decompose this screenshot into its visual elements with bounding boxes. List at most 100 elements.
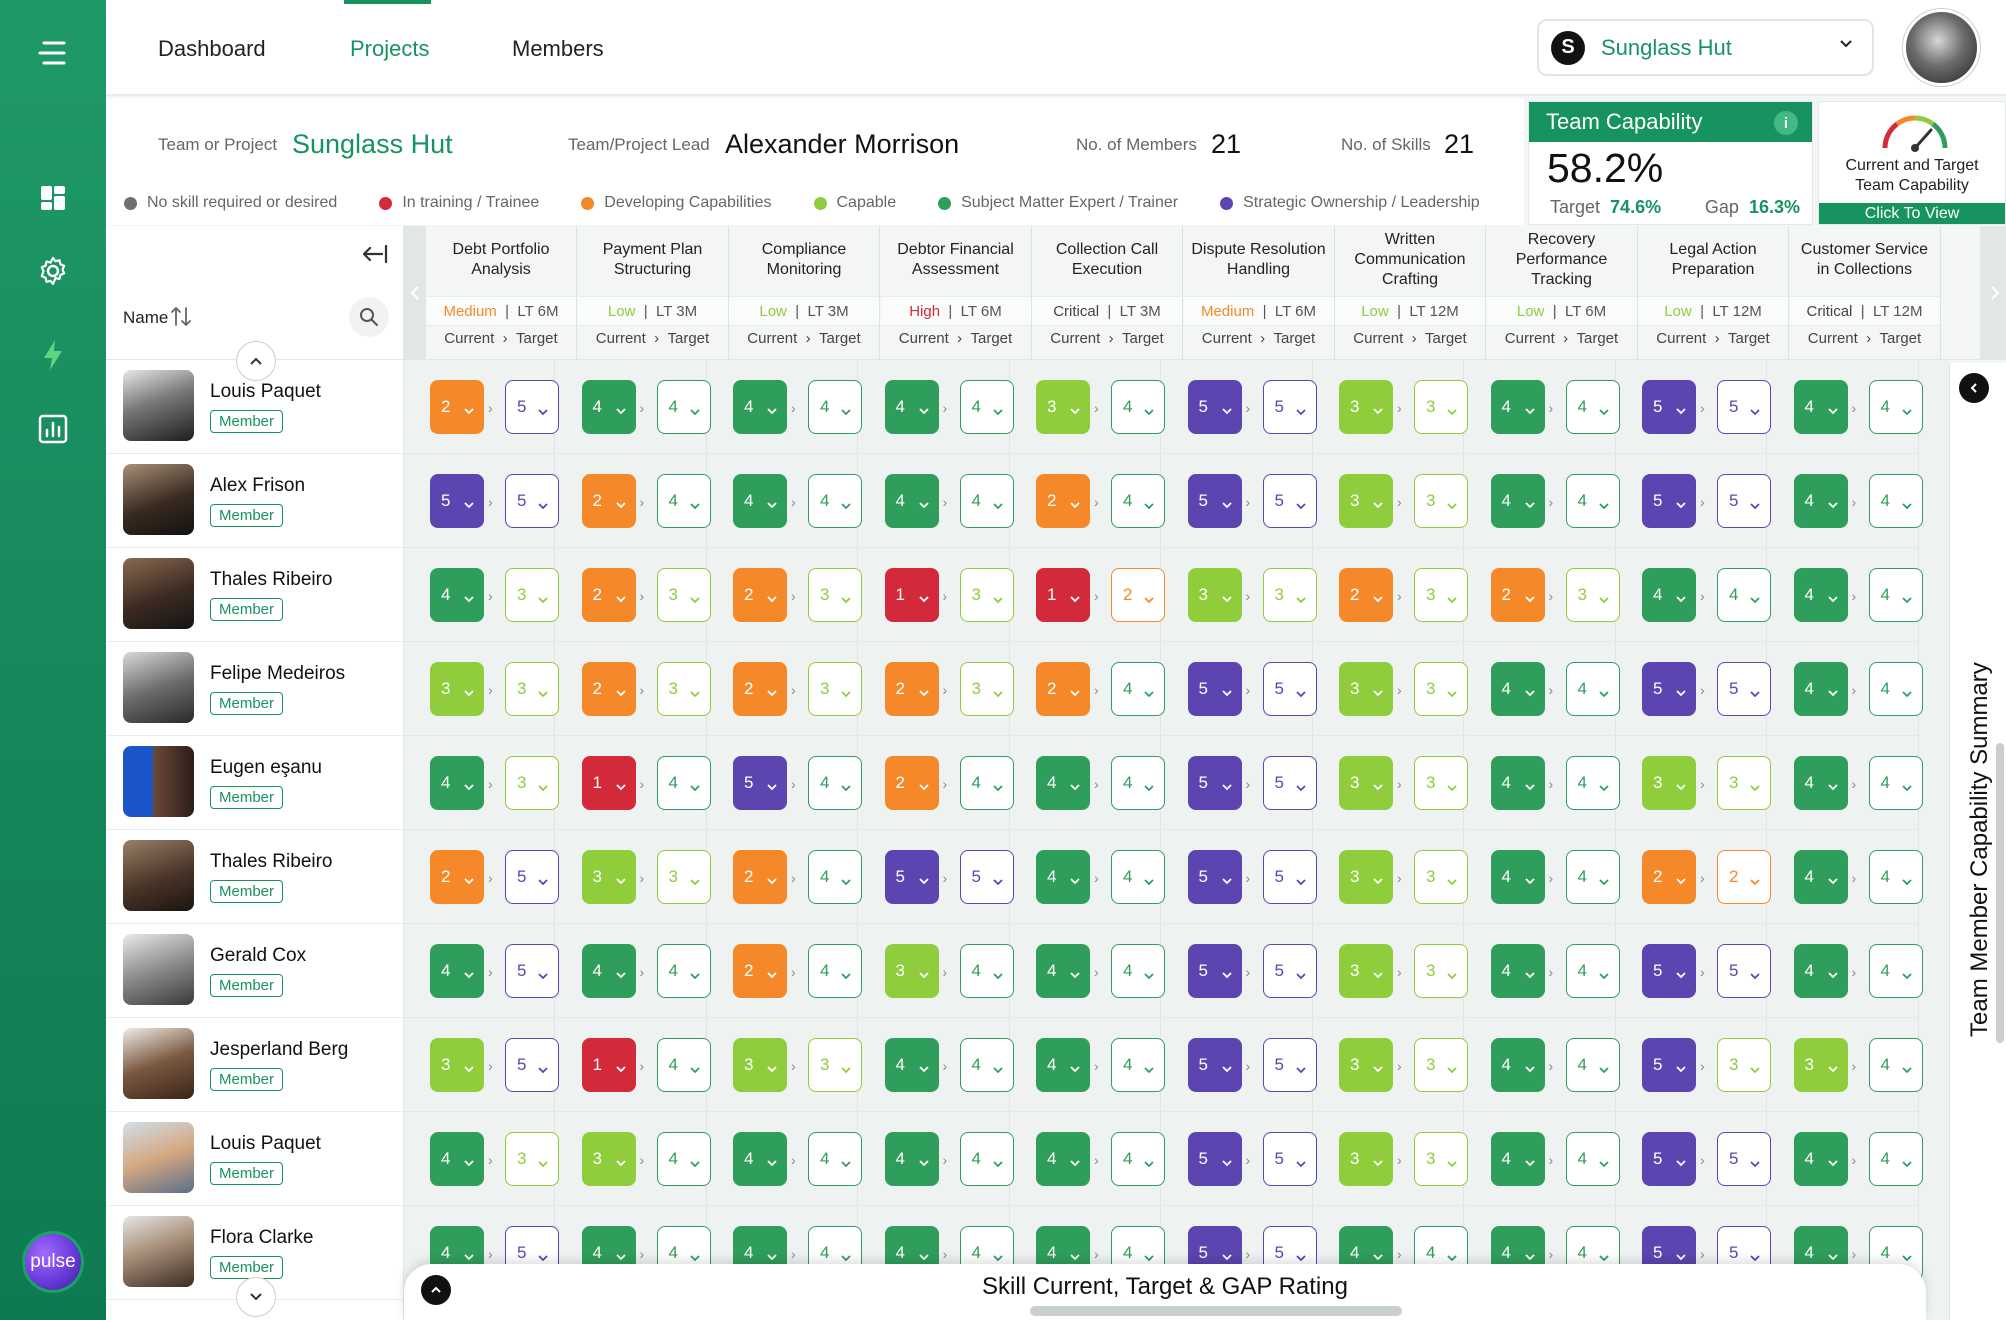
target-rating-select[interactable]: 3 (1414, 850, 1468, 904)
horizontal-scrollbar[interactable] (1030, 1306, 1402, 1316)
target-rating-select[interactable]: 4 (656, 944, 711, 998)
current-rating-select[interactable]: 5 (430, 474, 484, 528)
current-rating-select[interactable]: 4 (1490, 1038, 1545, 1092)
sort-icon[interactable] (170, 305, 192, 334)
target-rating-select[interactable]: 3 (505, 1132, 559, 1186)
target-rating-select[interactable]: 4 (808, 1132, 862, 1186)
target-rating-select[interactable]: 4 (1868, 944, 1923, 998)
current-rating-select[interactable]: 4 (1036, 1132, 1090, 1186)
current-rating-select[interactable]: 4 (733, 380, 787, 434)
current-rating-select[interactable]: 3 (1339, 756, 1393, 810)
current-rating-select[interactable]: 2 (1642, 850, 1696, 904)
target-rating-select[interactable]: 3 (1414, 474, 1468, 528)
target-rating-select[interactable]: 4 (808, 756, 862, 810)
target-rating-select[interactable]: 4 (1868, 568, 1923, 622)
target-rating-select[interactable]: 4 (1868, 1132, 1923, 1186)
member-row[interactable]: Alex Frison Member (106, 454, 404, 548)
current-rating-select[interactable]: 2 (1339, 568, 1393, 622)
target-rating-select[interactable]: 4 (1868, 662, 1923, 716)
target-rating-select[interactable]: 3 (1262, 568, 1317, 622)
target-rating-select[interactable]: 4 (1111, 850, 1165, 904)
target-rating-select[interactable]: 3 (1717, 1038, 1771, 1092)
target-rating-select[interactable]: 4 (1868, 474, 1923, 528)
target-rating-select[interactable]: 5 (1717, 662, 1771, 716)
tab-projects[interactable]: Projects (350, 36, 430, 61)
current-rating-select[interactable]: 4 (884, 1132, 939, 1186)
target-rating-select[interactable]: 3 (505, 756, 559, 810)
chevron-left-icon[interactable] (1959, 373, 1989, 403)
skill-column-header[interactable]: Collection Call Execution Critical | LT 3… (1032, 226, 1183, 360)
user-avatar[interactable] (1903, 9, 1980, 86)
current-rating-select[interactable]: 5 (1642, 1132, 1696, 1186)
target-rating-select[interactable]: 5 (1262, 756, 1317, 810)
current-rating-select[interactable]: 3 (1793, 1038, 1848, 1092)
target-rating-select[interactable]: 4 (1565, 944, 1620, 998)
current-rating-select[interactable]: 3 (1339, 662, 1393, 716)
target-rating-select[interactable]: 4 (1111, 474, 1165, 528)
current-rating-select[interactable]: 3 (1339, 380, 1393, 434)
current-rating-select[interactable]: 2 (733, 662, 787, 716)
organization-select[interactable]: S Sunglass Hut (1537, 19, 1874, 76)
target-rating-select[interactable]: 3 (1414, 756, 1468, 810)
member-row[interactable]: Thales Ribeiro Member (106, 548, 404, 642)
skill-column-header[interactable]: Dispute Resolution Handling Medium | LT 6… (1183, 226, 1335, 360)
current-rating-select[interactable]: 2 (733, 850, 787, 904)
current-rating-select[interactable]: 5 (1187, 380, 1242, 434)
pulse-logo[interactable]: pulse (25, 1234, 81, 1290)
target-rating-select[interactable]: 4 (1868, 380, 1923, 434)
current-rating-select[interactable]: 5 (1642, 944, 1696, 998)
member-row[interactable]: Louis Paquet Member (106, 1112, 404, 1206)
current-rating-select[interactable]: 4 (1036, 756, 1090, 810)
current-rating-select[interactable]: 4 (581, 944, 636, 998)
target-rating-select[interactable]: 4 (1565, 662, 1620, 716)
target-rating-select[interactable]: 4 (1565, 850, 1620, 904)
member-row[interactable]: Eugen eşanu Member (106, 736, 404, 830)
info-icon[interactable]: i (1774, 111, 1798, 135)
current-rating-select[interactable]: 4 (1490, 850, 1545, 904)
current-rating-select[interactable]: 5 (1187, 474, 1242, 528)
target-rating-select[interactable]: 3 (1414, 1132, 1468, 1186)
target-rating-select[interactable]: 3 (1414, 1038, 1468, 1092)
skill-column-header[interactable]: Debtor Financial Assessment High | LT 6M C… (880, 226, 1032, 360)
target-rating-select[interactable]: 4 (959, 1132, 1014, 1186)
target-rating-select[interactable]: 3 (1565, 568, 1620, 622)
current-rating-select[interactable]: 5 (1187, 1038, 1242, 1092)
current-rating-select[interactable]: 4 (1793, 756, 1848, 810)
target-rating-select[interactable]: 3 (505, 568, 559, 622)
target-rating-select[interactable]: 3 (1414, 944, 1468, 998)
target-rating-select[interactable]: 5 (505, 1038, 559, 1092)
current-rating-select[interactable]: 5 (1187, 1132, 1242, 1186)
vertical-scrollbar[interactable] (1996, 743, 2004, 1043)
current-rating-select[interactable]: 3 (1187, 568, 1242, 622)
current-rating-select[interactable]: 2 (1036, 662, 1090, 716)
current-rating-select[interactable]: 4 (1793, 1132, 1848, 1186)
settings-icon[interactable] (25, 243, 81, 299)
current-rating-select[interactable]: 5 (1642, 662, 1696, 716)
current-rating-select[interactable]: 4 (1036, 1038, 1090, 1092)
current-rating-select[interactable]: 4 (884, 380, 939, 434)
target-rating-select[interactable]: 4 (656, 756, 711, 810)
target-rating-select[interactable]: 5 (1717, 380, 1771, 434)
member-row[interactable]: Felipe Medeiros Member (106, 642, 404, 736)
current-rating-select[interactable]: 4 (430, 756, 484, 810)
current-rating-select[interactable]: 2 (430, 850, 484, 904)
current-rating-select[interactable]: 4 (1793, 380, 1848, 434)
current-rating-select[interactable]: 3 (1339, 850, 1393, 904)
skill-column-header[interactable]: Written Communication Crafting Low | LT 1… (1335, 226, 1486, 360)
current-rating-select[interactable]: 5 (884, 850, 939, 904)
target-rating-select[interactable]: 4 (1868, 850, 1923, 904)
current-rating-select[interactable]: 4 (733, 1132, 787, 1186)
scroll-up-button[interactable] (236, 341, 276, 381)
target-rating-select[interactable]: 3 (959, 568, 1014, 622)
target-rating-select[interactable]: 4 (1565, 1038, 1620, 1092)
current-rating-select[interactable]: 5 (1642, 474, 1696, 528)
current-rating-select[interactable]: 2 (884, 756, 939, 810)
scroll-down-button[interactable] (236, 1277, 276, 1317)
current-rating-select[interactable]: 2 (581, 662, 636, 716)
current-rating-select[interactable]: 3 (1036, 380, 1090, 434)
current-rating-select[interactable]: 2 (733, 568, 787, 622)
target-rating-select[interactable]: 5 (959, 850, 1014, 904)
target-rating-select[interactable]: 5 (505, 850, 559, 904)
current-rating-select[interactable]: 4 (581, 380, 636, 434)
target-rating-select[interactable]: 4 (1565, 756, 1620, 810)
